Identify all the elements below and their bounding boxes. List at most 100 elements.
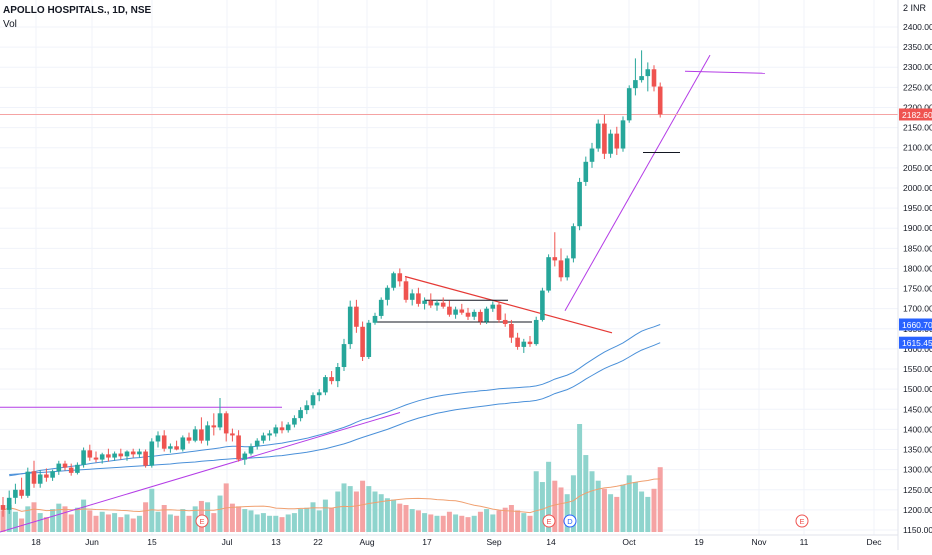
candle	[19, 477, 24, 499]
candle-body	[509, 323, 514, 338]
candle	[174, 440, 179, 451]
volume-bar	[595, 480, 601, 532]
candle	[124, 450, 130, 461]
volume-bar	[502, 507, 508, 532]
volume-bar	[329, 507, 335, 532]
candle	[31, 460, 37, 488]
volume-bar	[533, 471, 539, 532]
volume-bar	[186, 515, 192, 532]
candle-body	[106, 454, 111, 458]
candle-body	[56, 463, 62, 472]
symbol-title[interactable]: APOLLO HOSPITALS., 1D, NSE	[3, 5, 152, 16]
candle-body	[341, 344, 347, 368]
candle	[509, 319, 514, 343]
candle	[168, 443, 173, 453]
volume-bar	[527, 515, 533, 532]
volume-bar	[118, 517, 124, 532]
candle-body	[81, 450, 86, 465]
candle-body	[248, 446, 254, 454]
volume-bar	[409, 509, 415, 532]
candle	[62, 460, 68, 471]
candle-body	[564, 258, 570, 278]
falling-wedge-top-line	[404, 275, 613, 334]
currency-code: INR	[910, 3, 927, 13]
candle-body	[279, 427, 285, 431]
candle	[0, 497, 6, 517]
candle-body	[161, 435, 167, 449]
candle	[614, 126, 620, 155]
candle	[416, 287, 421, 307]
candle-body	[521, 341, 527, 347]
currency-label[interactable]: 2 INR	[903, 3, 926, 13]
volume-bar	[459, 515, 465, 532]
candle-body	[62, 463, 68, 468]
candle	[155, 431, 161, 448]
volume-bar	[422, 513, 428, 532]
candle-body	[620, 120, 626, 149]
volume-bar	[217, 495, 223, 532]
candle	[248, 443, 254, 456]
candle	[651, 65, 657, 92]
candle	[279, 421, 285, 434]
volume-bar	[74, 507, 80, 532]
candle	[378, 297, 384, 319]
volume-bar	[539, 482, 545, 532]
candle	[273, 424, 279, 437]
last-price-label-text: 2182.60	[902, 110, 932, 120]
volume-bar	[279, 517, 285, 532]
event-marker-letter: E	[799, 517, 804, 526]
time-axis[interactable]: 18 Jun 15 Jul 13 22 Aug 17 Sep 14 Oct 19 Nov 11 Dec	[31, 537, 882, 547]
candle	[366, 319, 372, 359]
candle-body	[223, 413, 229, 434]
volume-bar	[0, 510, 6, 532]
volume-bar	[496, 510, 502, 532]
candle-body	[657, 86, 663, 115]
drawing-tools[interactable]	[0, 54, 898, 533]
time-tick-label: 22	[313, 537, 323, 547]
price-tick-label: 1300.00	[903, 465, 932, 475]
candle	[490, 301, 496, 312]
volume-bar	[552, 480, 558, 532]
candle-body	[31, 471, 37, 484]
candle-body	[304, 405, 310, 411]
candle-body	[459, 309, 465, 313]
candle-body	[434, 302, 440, 306]
volume-bar	[335, 491, 341, 532]
volume-bar	[248, 510, 254, 532]
candle-body	[25, 471, 31, 496]
event-marker-circle	[795, 514, 809, 528]
candle	[589, 142, 595, 168]
volume-bar	[570, 475, 576, 532]
candle-body	[577, 181, 582, 227]
candle-body	[347, 306, 353, 345]
candle	[186, 432, 192, 444]
volume-label[interactable]: Vol	[3, 19, 17, 30]
candle	[130, 448, 136, 458]
price-tick-label: 1550.00	[903, 364, 932, 374]
volume-bar	[639, 491, 645, 532]
candle	[143, 449, 148, 468]
candle-body	[285, 424, 291, 431]
candle	[633, 58, 638, 96]
volume-bar	[589, 471, 595, 532]
volume-bar	[229, 503, 235, 532]
volume-bar	[310, 502, 316, 532]
ma-slow-price-label-text: 1615.45	[902, 338, 932, 348]
volume-bar	[192, 506, 198, 532]
event-marker: E	[795, 514, 809, 528]
candle-body	[515, 337, 520, 347]
candle-body	[540, 290, 545, 320]
price-tick-label: 2250.00	[903, 82, 932, 92]
event-marker: D	[563, 514, 577, 528]
candle	[533, 316, 539, 346]
candle	[13, 483, 18, 504]
volume-bar	[620, 484, 626, 532]
price-tick-label: 2000.00	[903, 183, 932, 193]
candle	[37, 470, 43, 488]
candle	[515, 332, 520, 350]
event-marker-circle	[563, 514, 577, 528]
candle	[552, 232, 558, 267]
candle-body	[261, 435, 266, 441]
price-axis[interactable]: 1150.00 1200.00 1250.00 1300.00 1350.00 1400.…	[903, 22, 932, 535]
